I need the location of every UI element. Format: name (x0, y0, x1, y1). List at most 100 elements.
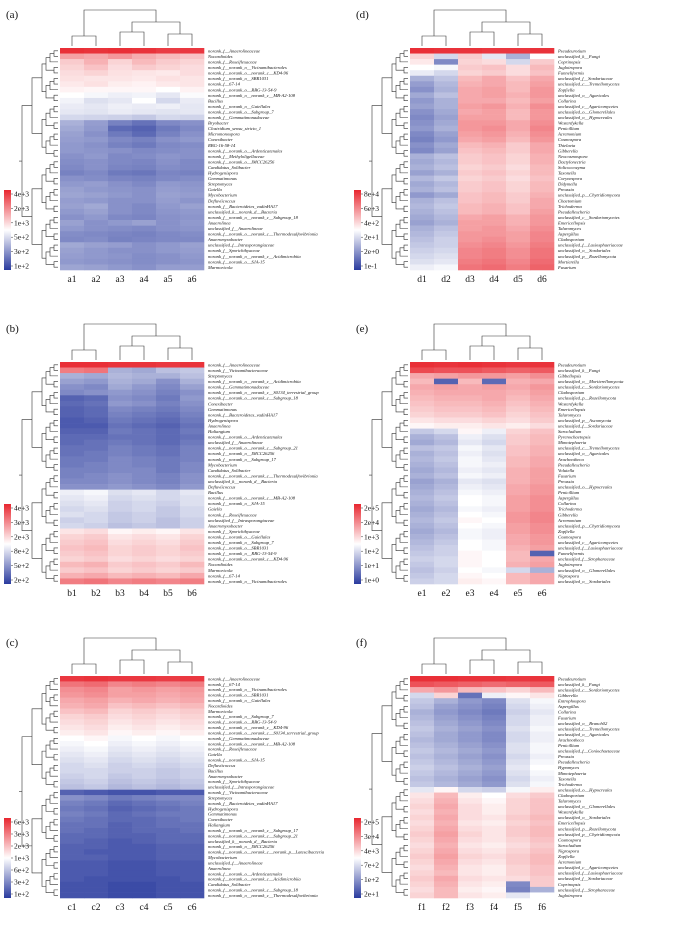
heatmap-cell (156, 870, 181, 877)
heatmap-cell (506, 48, 531, 54)
heatmap-cell (156, 757, 181, 763)
row-label: unclassified_f__Sordariaceae (558, 76, 613, 81)
heatmap-cell (84, 175, 109, 182)
heatmap-cell (108, 389, 133, 396)
heatmap-cell (108, 242, 133, 249)
heatmap-cell (108, 773, 133, 780)
heatmap-cell (180, 86, 205, 93)
heatmap-cell (482, 809, 507, 816)
heatmap-cell (458, 881, 483, 888)
heatmap-cell (410, 164, 435, 171)
row-label: norank_f__norank_o__SBR1031 (208, 76, 268, 81)
heatmap-cell (458, 109, 483, 115)
heatmap-cell (482, 567, 507, 574)
heatmap-cell (108, 153, 133, 160)
heatmap-cell (458, 203, 483, 210)
heatmap-cell (108, 120, 133, 126)
heatmap-cell (482, 114, 507, 121)
heatmap-cell (180, 450, 205, 457)
heatmap-cell (84, 724, 109, 731)
heatmap-cell (506, 125, 531, 132)
row-label: norank_f__norank_o__IMCC26256 (208, 451, 275, 456)
heatmap-cell (132, 495, 157, 502)
row-label: Mycobacterium (207, 462, 238, 467)
legend-tick-label: 2e+3 (14, 842, 29, 851)
heatmap-cell (482, 64, 507, 71)
heatmap-cell (482, 748, 507, 754)
heatmap-cell (180, 181, 205, 188)
heatmap-cell (530, 703, 555, 710)
heatmap-cell (530, 103, 555, 110)
heatmap-cell (506, 92, 531, 99)
heatmap-cell (156, 730, 181, 736)
panel-label: (c) (6, 637, 19, 649)
heatmap-cell (410, 550, 435, 557)
heatmap-cell (410, 147, 435, 154)
row-label: norank_f__Gemmatimonadaceae (208, 115, 269, 120)
heatmap-cell (434, 264, 459, 271)
heatmap-cell (458, 803, 483, 810)
heatmap-cell (108, 751, 133, 758)
heatmap-cell (84, 186, 109, 193)
heatmap-cell (434, 59, 459, 65)
legend-tick-label: 2e+1 (364, 233, 379, 242)
heatmap-cell (458, 225, 483, 232)
heatmap-cell (410, 814, 435, 821)
heatmap-cell (410, 842, 435, 849)
heatmap-cell (530, 395, 555, 402)
heatmap-cell (506, 473, 531, 479)
heatmap-cell (156, 103, 181, 110)
heatmap-cell (132, 887, 157, 893)
heatmap-cell (60, 495, 85, 502)
heatmap-cell (506, 798, 531, 804)
heatmap-cell (482, 203, 507, 210)
row-label: norank_f__Vicinamibacteraceae (208, 790, 268, 795)
heatmap-cell (482, 384, 507, 391)
heatmap-cell (530, 725, 555, 732)
heatmap-cell (132, 892, 157, 899)
heatmap-cell (434, 522, 459, 529)
row-dendrogram (369, 50, 408, 268)
heatmap-cell (60, 795, 85, 801)
heatmap-cell (60, 400, 85, 407)
heatmap-cell (156, 838, 181, 845)
heatmap-cell (84, 539, 109, 546)
heatmap-cell (458, 400, 483, 407)
panel-label: (d) (356, 9, 369, 21)
heatmap-cell (180, 395, 205, 402)
heatmap-cell (434, 456, 459, 463)
heatmap-cell (530, 373, 555, 379)
heatmap-cell (108, 778, 133, 785)
heatmap-cell (530, 434, 555, 440)
heatmap-cell (410, 875, 435, 882)
heatmap-cell (506, 561, 531, 568)
heatmap-cell (410, 831, 435, 838)
column-label: c1 (68, 903, 77, 913)
heatmap-cell (530, 742, 555, 749)
heatmap-cell (434, 231, 459, 237)
heatmap-cell (410, 864, 435, 871)
heatmap-cell (530, 142, 555, 149)
heatmap-cell (530, 203, 555, 210)
heatmap-cell (482, 186, 507, 193)
row-label: unclassified_f__Intrasporangiaceae (208, 785, 274, 790)
heatmap-cell (108, 378, 133, 385)
heatmap-cell (458, 495, 483, 502)
heatmap-cell (180, 136, 205, 143)
heatmap-cell (60, 697, 85, 704)
heatmap-cell (132, 253, 157, 260)
heatmap-cell (132, 450, 157, 457)
row-label: Dactylonectria (557, 159, 586, 164)
heatmap-cell (530, 208, 555, 215)
heatmap-cell (108, 860, 133, 866)
row-label: Bryobacter (208, 121, 229, 126)
heatmap-cell (180, 511, 205, 518)
heatmap-cell (530, 853, 555, 860)
heatmap-cell (108, 467, 133, 474)
heatmap-cell (132, 713, 157, 720)
heatmap-cell (84, 681, 109, 688)
heatmap-cell (434, 775, 459, 782)
heatmap-cell (156, 751, 181, 758)
heatmap-cell (156, 439, 181, 446)
heatmap-cell (434, 484, 459, 490)
